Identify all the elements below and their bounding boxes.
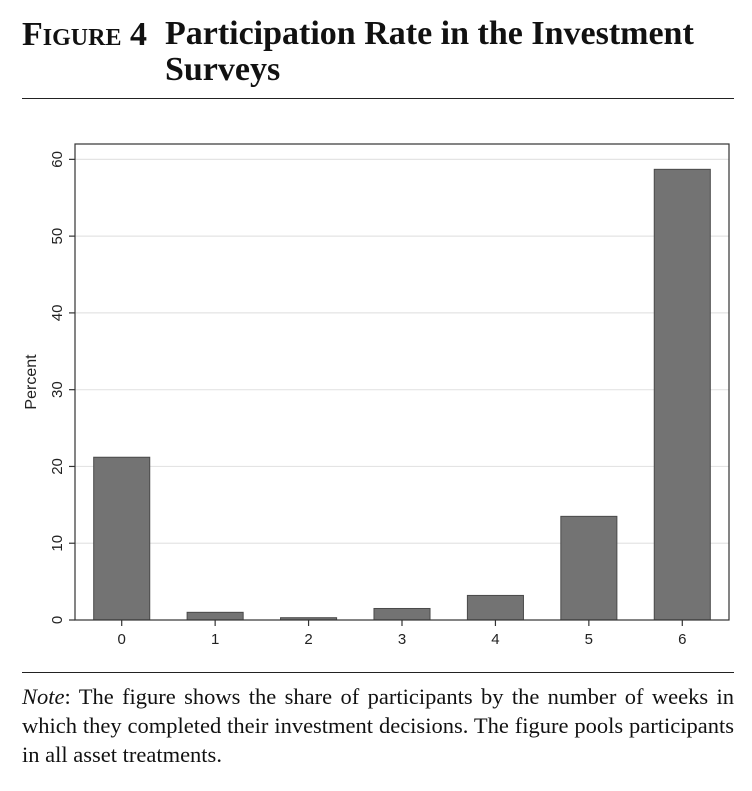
bar-5 <box>560 515 618 621</box>
y-tick-label-40: 40 <box>49 305 66 322</box>
y-tick-label-60: 60 <box>49 151 66 168</box>
grid-lines <box>75 158 729 544</box>
bars <box>93 168 711 621</box>
bar-4 <box>466 594 524 621</box>
bar-1 <box>186 611 244 621</box>
bottom-rule <box>22 672 734 673</box>
y-axis-ticks: 0 10 20 30 40 50 60 <box>49 151 75 624</box>
figure-title: Participation Rate in the Investment Sur… <box>164 15 694 88</box>
y-tick-label-0: 0 <box>49 616 66 624</box>
plot-frame <box>74 143 730 621</box>
x-tick-label-4: 4 <box>491 631 499 648</box>
y-tick-label-10: 10 <box>49 535 66 552</box>
figure-header: Figure 4 Participation Rate in the Inves… <box>22 16 734 88</box>
y-tick-label-30: 30 <box>49 381 66 398</box>
y-axis-label: Percent <box>23 354 40 410</box>
x-tick-label-3: 3 <box>398 631 406 648</box>
bar-3 <box>373 607 431 621</box>
note-text: : The figure shows the share of particip… <box>22 684 734 767</box>
x-tick-label-1: 1 <box>211 631 219 648</box>
y-tick-label-50: 50 <box>49 228 66 245</box>
note-lead: Note <box>22 684 65 709</box>
figure-label: Figure 4 <box>22 16 147 53</box>
x-tick-label-0: 0 <box>118 631 126 648</box>
x-tick-label-2: 2 <box>304 631 312 648</box>
bar-0 <box>93 456 151 621</box>
bar-6 <box>653 168 711 621</box>
top-rule <box>22 98 734 99</box>
x-tick-label-6: 6 <box>678 631 686 648</box>
x-axis-ticks: 0 1 2 3 4 5 6 <box>118 620 686 648</box>
x-tick-label-5: 5 <box>585 631 593 648</box>
bar-chart: 0 10 20 30 40 50 60 0 1 2 3 4 5 6 Percent <box>23 143 730 648</box>
figure-note: Note: The figure shows the share of part… <box>22 682 734 769</box>
y-tick-label-20: 20 <box>49 458 66 475</box>
